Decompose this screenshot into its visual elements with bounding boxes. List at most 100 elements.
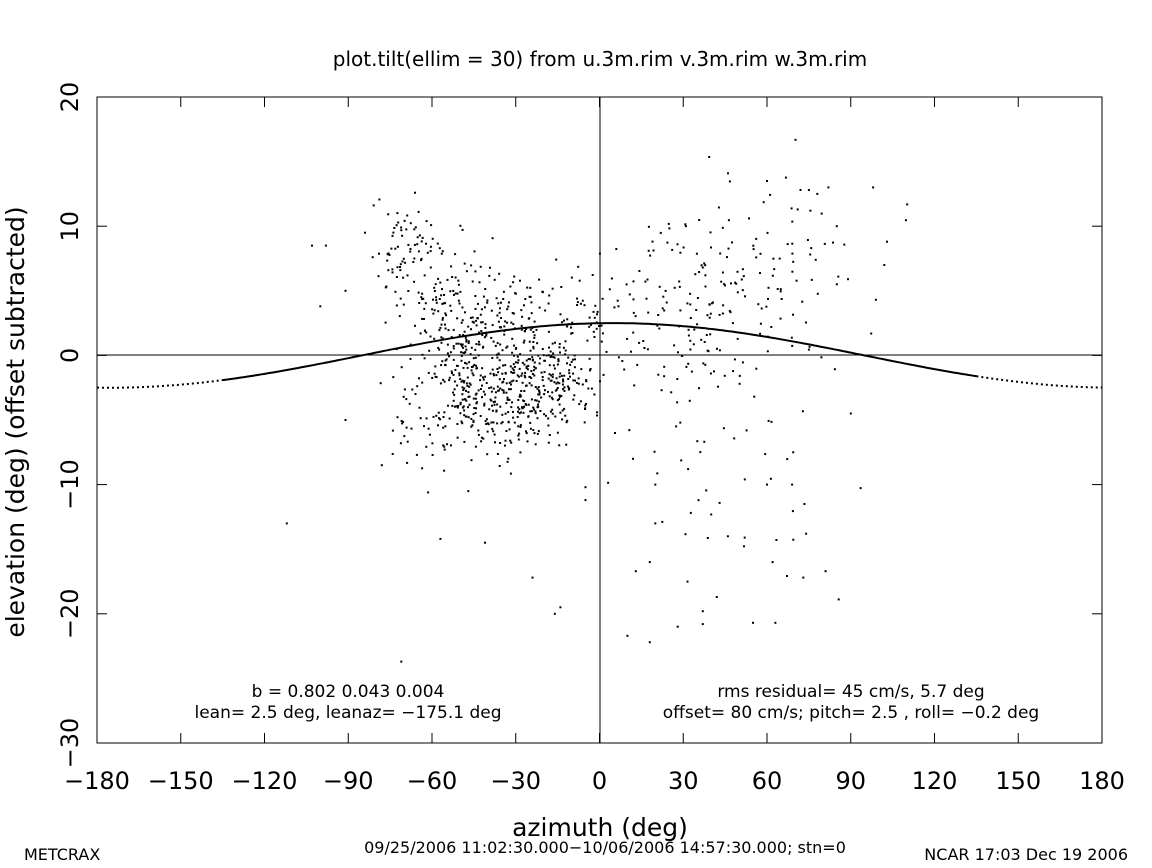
- scatter-point: [464, 361, 466, 364]
- scatter-point: [442, 426, 445, 429]
- scatter-point: [537, 430, 540, 433]
- scatter-point: [431, 308, 434, 311]
- scatter-point: [470, 264, 473, 267]
- scatter-point: [534, 367, 537, 370]
- scatter-point: [492, 340, 495, 343]
- scatter-point: [396, 245, 399, 248]
- scatter-point: [447, 329, 450, 332]
- scatter-point: [528, 340, 531, 343]
- scatter-point: [559, 372, 562, 375]
- scatter-point: [547, 417, 550, 420]
- scatter-point: [580, 368, 583, 371]
- scatter-point: [827, 186, 830, 189]
- scatter-point: [630, 350, 632, 353]
- scatter-point: [715, 596, 718, 598]
- scatter-point: [766, 180, 768, 182]
- scatter-point: [520, 390, 523, 392]
- scatter-point: [528, 375, 531, 378]
- scatter-point: [536, 417, 539, 420]
- scatter-point: [584, 404, 587, 407]
- scatter-point: [556, 381, 559, 384]
- scatter-point: [801, 300, 804, 303]
- scatter-point: [661, 520, 664, 523]
- scatter-point: [473, 363, 476, 366]
- scatter-point: [547, 424, 550, 427]
- scatter-point: [435, 414, 438, 417]
- scatter-point: [494, 344, 497, 347]
- x-axis-ticks: −180 −150 −120 −90 −60 −30 0 30 60 90 120 150 180: [64, 97, 1125, 795]
- scatter-point: [535, 328, 538, 331]
- scatter-point: [547, 441, 550, 444]
- scatter-point: [743, 478, 746, 481]
- scatter-point: [516, 374, 519, 377]
- scatter-point: [849, 412, 852, 415]
- scatter-point: [538, 278, 541, 281]
- scatter-point: [448, 355, 451, 358]
- scatter-point: [537, 386, 540, 389]
- scatter-point: [516, 355, 519, 358]
- scatter-point: [526, 286, 529, 289]
- scatter-point: [408, 402, 411, 405]
- scatter-point: [680, 459, 683, 462]
- scatter-point: [638, 341, 641, 344]
- scatter-point: [416, 236, 419, 239]
- scatter-point: [508, 388, 510, 391]
- scatter-point: [420, 296, 423, 299]
- scatter-point: [493, 433, 496, 436]
- scatter-point: [590, 387, 593, 390]
- scatter-point: [656, 324, 659, 327]
- scatter-point: [491, 357, 494, 359]
- scatter-point: [694, 273, 697, 276]
- x-tick-label: −90: [323, 767, 374, 795]
- scatter-point: [391, 453, 394, 455]
- scatter-point: [426, 251, 429, 254]
- scatter-point: [386, 259, 389, 262]
- scatter-point: [409, 357, 412, 360]
- scatter-point: [472, 397, 475, 400]
- scatter-point: [515, 380, 518, 382]
- scatter-point: [550, 396, 553, 399]
- x-tick-label: −150: [148, 767, 214, 795]
- scatter-point: [646, 278, 649, 281]
- scatter-point: [590, 323, 592, 326]
- scatter-point: [807, 189, 810, 191]
- scatter-point: [492, 387, 495, 390]
- scatter-point: [555, 377, 558, 380]
- scatter-point: [663, 375, 666, 378]
- scatter-point: [773, 268, 776, 271]
- scatter-point: [413, 243, 416, 246]
- scatter-point: [526, 440, 529, 443]
- scatter-point: [418, 406, 421, 409]
- scatter-point: [491, 368, 494, 371]
- scatter-point: [519, 426, 522, 428]
- scatter-point: [718, 501, 721, 504]
- scatter-point: [563, 374, 566, 377]
- scatter-point: [519, 279, 521, 282]
- scatter-point: [395, 276, 398, 278]
- scatter-point: [451, 372, 453, 375]
- scatter-point: [460, 359, 463, 362]
- scatter-point: [584, 499, 587, 502]
- scatter-point: [541, 348, 544, 350]
- scatter-point: [832, 241, 834, 244]
- scatter-point: [534, 386, 537, 388]
- scatter-point: [413, 228, 416, 231]
- scatter-point: [474, 397, 477, 400]
- scatter-point: [390, 247, 393, 250]
- scatter-point: [576, 301, 579, 304]
- scatter-point: [741, 268, 744, 271]
- scatter-point: [571, 332, 574, 334]
- scatter-point: [459, 224, 462, 227]
- scatter-point: [416, 243, 419, 246]
- scatter-point: [465, 415, 468, 418]
- scatter-point: [730, 282, 732, 285]
- scatter-point: [752, 248, 755, 251]
- scatter-point: [626, 337, 629, 340]
- scatter-point: [402, 276, 405, 279]
- scatter-point: [529, 410, 532, 413]
- scatter-point: [462, 334, 465, 336]
- scatter-point: [489, 266, 491, 269]
- scatter-point: [472, 357, 475, 360]
- scatter-point: [541, 291, 544, 294]
- scatter-point: [767, 297, 769, 300]
